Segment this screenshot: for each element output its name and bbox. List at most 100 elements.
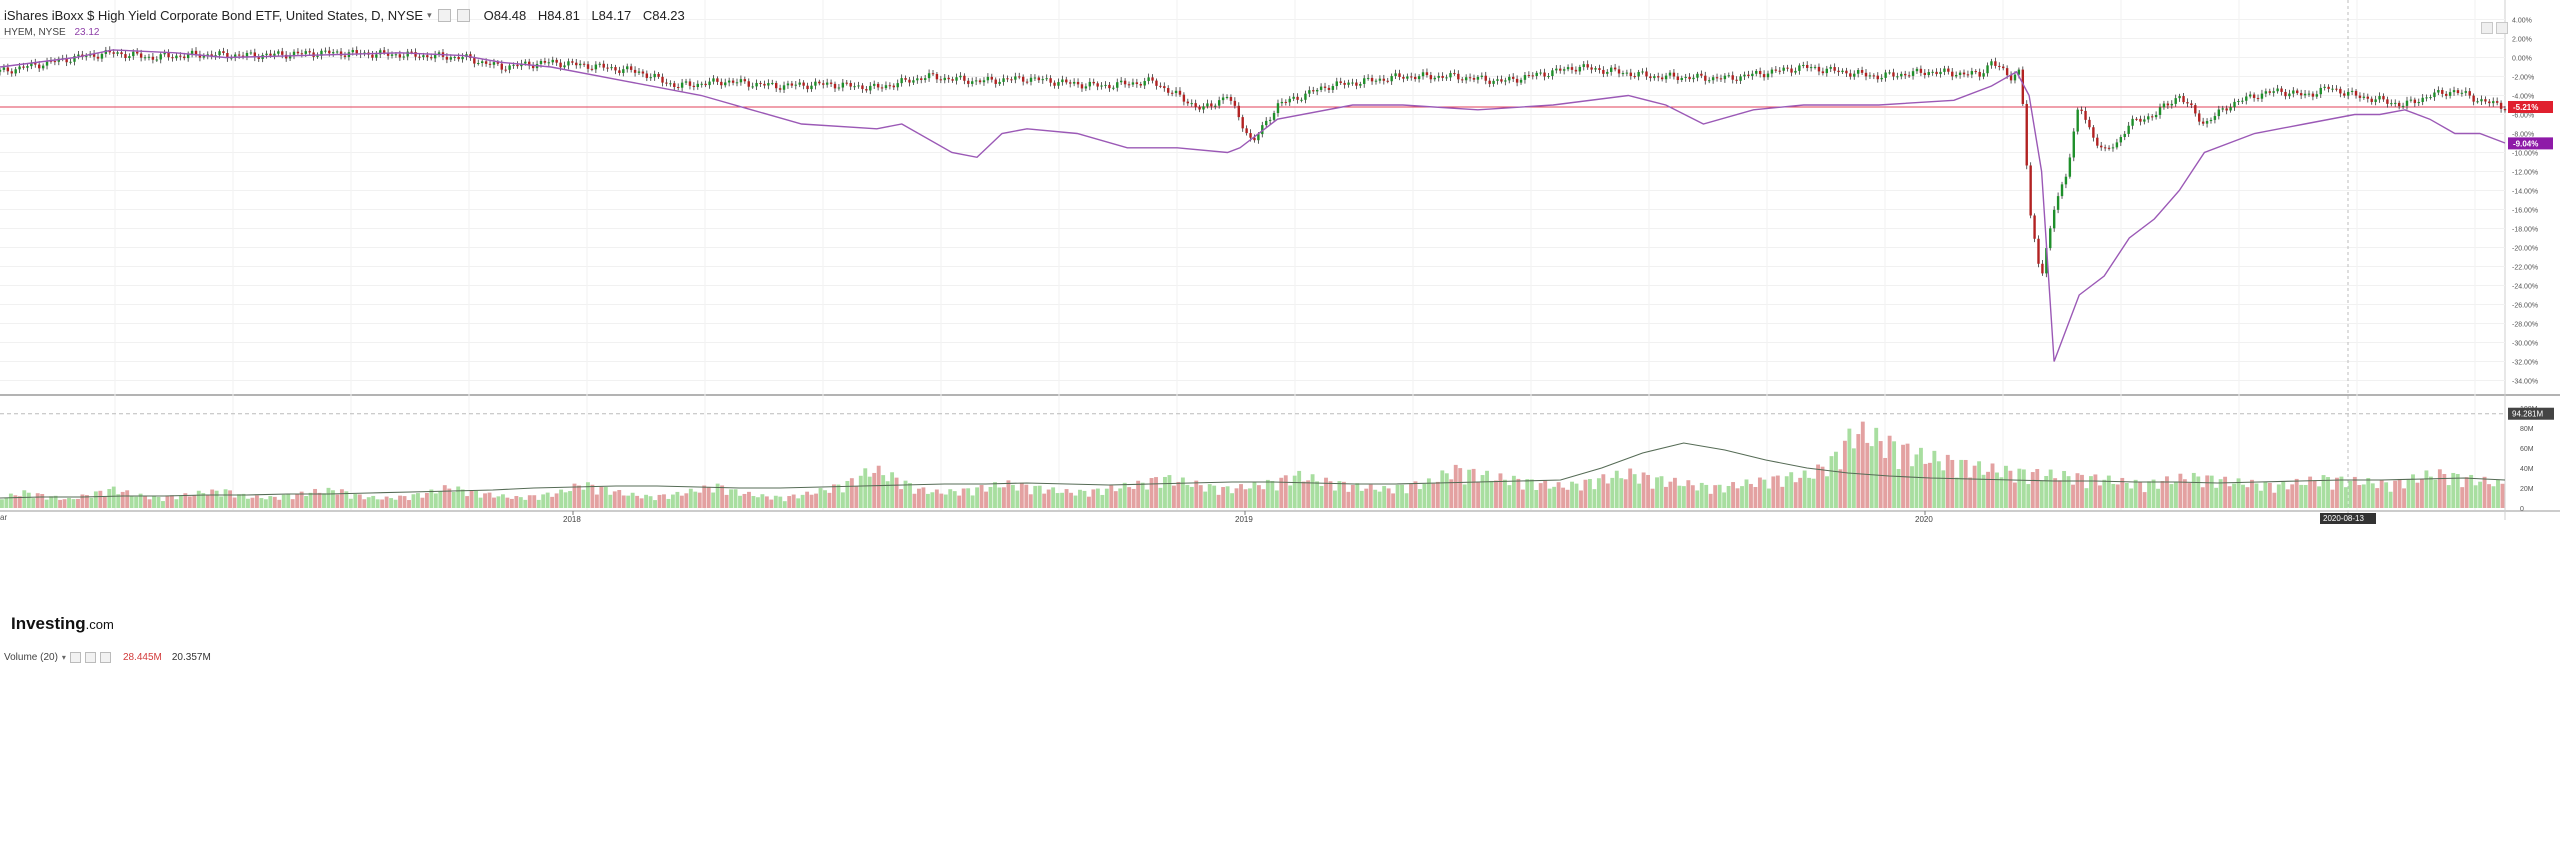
comparison-series-line [0, 49, 2506, 362]
candle-body [2182, 96, 2185, 103]
candle-body [692, 85, 696, 88]
volume-bar [299, 491, 304, 508]
volume-bar [1449, 479, 1454, 508]
candle-body [245, 52, 249, 57]
hide-icon[interactable] [84, 652, 96, 663]
y-tick-label: -26.00% [2512, 303, 2538, 310]
chevron-down-icon[interactable]: ▾ [427, 10, 432, 20]
candle-body [614, 67, 617, 71]
candle-body [712, 78, 715, 82]
volume-bar [1583, 479, 1588, 508]
candle-body [1621, 73, 1625, 75]
candle-body [955, 77, 958, 81]
volume-bar [1127, 487, 1132, 508]
volume-bar [1869, 446, 1874, 508]
candle-body [904, 78, 907, 80]
comparison-label[interactable]: HYEM, NYSE [4, 27, 66, 38]
instrument-title[interactable]: iShares iBoxx $ High Yield Corporate Bon… [4, 8, 424, 23]
candle-body [1872, 75, 1876, 77]
candle-body [1660, 77, 1664, 80]
candle-body [1841, 70, 1844, 73]
y-tick-label: -18.00% [2512, 227, 2538, 234]
volume-bar [420, 497, 425, 508]
volume-bar [2460, 487, 2465, 508]
candle-body [841, 82, 845, 88]
candle-body [1606, 71, 1609, 74]
volume-bar [2088, 476, 2093, 508]
candle-body [2460, 92, 2464, 94]
candle-body [1664, 75, 1668, 80]
volume-bar [2428, 476, 2433, 508]
volume-bar [1315, 481, 1319, 508]
volume-bar [2156, 488, 2160, 508]
volume-bar [2424, 470, 2429, 508]
candle-body [1519, 79, 1523, 83]
candle-body [1053, 82, 1056, 86]
candle-body [1978, 71, 1981, 77]
x-tick-label: 2019 [1235, 515, 1253, 524]
settings-icon[interactable] [437, 9, 451, 22]
volume-label[interactable]: Volume (20) [4, 652, 58, 663]
volume-bar [2245, 487, 2250, 508]
candle-body [53, 61, 57, 63]
candle-body [1268, 119, 1272, 121]
collapse-icon[interactable] [2496, 22, 2508, 34]
volume-bar [2469, 474, 2474, 508]
volume-bar [2361, 484, 2366, 508]
volume-bar [961, 488, 966, 508]
volume-bar [442, 485, 447, 508]
volume-bar [451, 492, 456, 508]
candle-body [1782, 67, 1785, 71]
candle-body [708, 81, 711, 86]
volume-bar [290, 499, 295, 508]
candle-body [1206, 103, 1209, 107]
candle-body [1951, 71, 1954, 77]
candle-body [1907, 75, 1911, 77]
candle-body [1116, 82, 1119, 88]
candle-body [2492, 101, 2495, 104]
volume-bar [1538, 483, 1543, 508]
candle-body [2013, 74, 2017, 81]
volume-bar [1467, 469, 1472, 508]
close-icon[interactable] [99, 652, 111, 663]
candle-body [1837, 70, 1840, 73]
volume-bar [1753, 486, 1758, 508]
volume-bar [1136, 480, 1141, 508]
y-tick-label: -10.00% [2512, 151, 2538, 158]
candle-body [253, 52, 257, 58]
volume-bar [1771, 476, 1776, 508]
volume-bar [796, 498, 801, 508]
candle-body [2437, 90, 2440, 93]
candle-body [586, 64, 590, 69]
candle-body [49, 60, 53, 62]
candle-body [2174, 98, 2177, 104]
volume-bar [648, 496, 653, 508]
candle-body [2186, 102, 2189, 104]
volume-bar [2012, 482, 2017, 508]
candle-body [2143, 119, 2146, 122]
candle-body [1939, 71, 1942, 75]
volume-bar [1574, 483, 1579, 508]
candle-body [2221, 108, 2224, 110]
volume-bar [53, 495, 58, 508]
candle-body [528, 61, 531, 66]
volume-bar [1668, 481, 1673, 508]
hide-icon[interactable] [456, 9, 470, 22]
chevron-down-icon[interactable]: ▾ [61, 653, 66, 662]
volume-bar [1230, 493, 1235, 508]
candle-body [590, 68, 594, 70]
y-tick-label: -24.00% [2512, 284, 2538, 291]
candle-body [602, 63, 605, 68]
maximize-icon[interactable] [2481, 22, 2493, 34]
volume-bar [13, 495, 18, 508]
candle-body [594, 64, 598, 70]
candle-body [743, 79, 747, 82]
settings-icon[interactable] [69, 652, 81, 663]
candle-body [1809, 67, 1813, 69]
volume-bar [1775, 475, 1780, 508]
volume-bar [98, 490, 103, 508]
volume-bar [523, 499, 528, 508]
volume-bar [2151, 479, 2156, 508]
